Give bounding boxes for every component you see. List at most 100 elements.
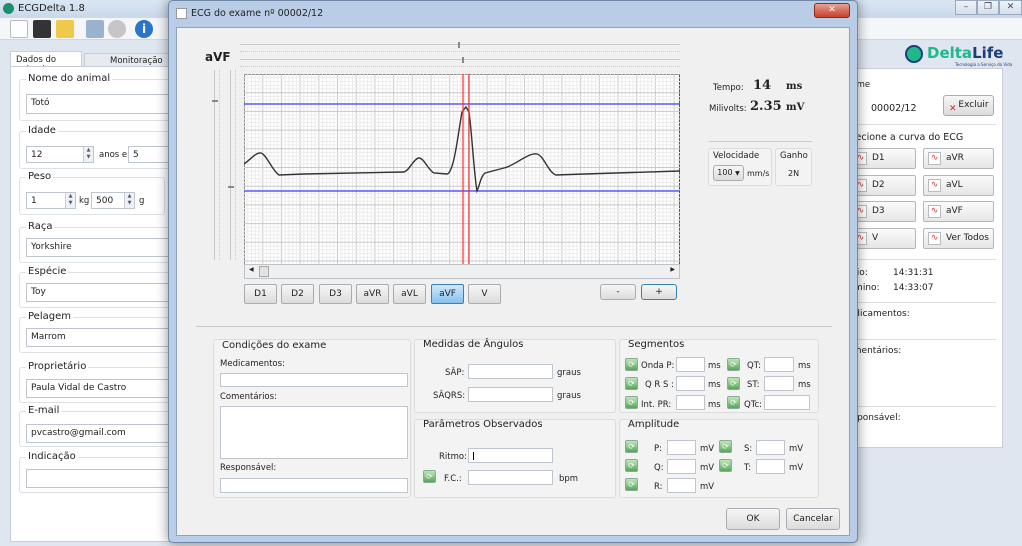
minimize-button[interactable]: –	[955, 0, 977, 15]
qt-input[interactable]	[764, 357, 794, 372]
open-folder-icon[interactable]	[56, 20, 74, 38]
saqrs-input[interactable]	[468, 387, 553, 402]
t-input[interactable]	[756, 459, 785, 474]
slider-handle[interactable]	[458, 42, 460, 48]
cancelar-button[interactable]: Cancelar	[786, 508, 840, 530]
vertical-offset-slider[interactable]	[228, 70, 236, 260]
refresh-icon[interactable]: ⟳	[423, 470, 436, 483]
refresh-icon[interactable]: ⟳	[625, 377, 638, 390]
spin-arrows-icon[interactable]: ▲ ▼	[124, 193, 134, 208]
horizontal-scale-slider[interactable]	[240, 57, 680, 67]
zoom-out-button[interactable]: -	[600, 284, 636, 300]
p-input[interactable]	[667, 440, 696, 455]
raca-input[interactable]: Yorkshire	[26, 238, 176, 257]
scroll-right-icon[interactable]: ▶	[670, 266, 675, 273]
scrollbar-thumb[interactable]	[259, 266, 269, 277]
refresh-icon[interactable]: ⟳	[625, 459, 638, 472]
proprietario-input[interactable]: Paula Vidal de Castro	[26, 379, 176, 398]
s-input[interactable]	[756, 440, 785, 455]
velocidade-select[interactable]: 100 ▼	[713, 165, 744, 181]
fc-input[interactable]	[468, 470, 553, 485]
zoom-in-button[interactable]: +	[641, 284, 677, 300]
spin-arrows-icon[interactable]: ▲ ▼	[65, 193, 75, 208]
spin-arrows-icon[interactable]: ▲ ▼	[83, 147, 93, 162]
slider-handle[interactable]	[462, 57, 464, 63]
q-input[interactable]	[667, 459, 696, 474]
curve-button-avr[interactable]: ∿ aVR	[923, 148, 994, 169]
info-icon[interactable]: i	[135, 20, 153, 38]
g-spinbox[interactable]: 500 ▲ ▼	[91, 192, 135, 209]
maximize-button[interactable]: ❐	[977, 0, 999, 15]
refresh-icon[interactable]: ⟳	[727, 377, 740, 390]
curve-button-d3[interactable]: ∿ D3	[849, 201, 916, 222]
curve-button-d2[interactable]: ∿ D2	[849, 174, 916, 196]
velocidade-value: 100	[717, 168, 733, 177]
indicacao-input[interactable]	[26, 469, 176, 488]
r-input[interactable]	[667, 478, 696, 493]
lead-button-d3[interactable]: D3	[319, 284, 352, 304]
responsavel-input[interactable]	[220, 478, 408, 493]
email-label: E-mail	[26, 405, 62, 416]
close-button[interactable]: ✕	[999, 0, 1022, 15]
r-label: R:	[654, 482, 663, 492]
email-input[interactable]: pvcastro@gmail.com	[26, 424, 176, 443]
refresh-icon[interactable]: ⟳	[727, 358, 740, 371]
idade-label: Idade	[26, 125, 58, 136]
curve-button-avf[interactable]: ∿ aVF	[923, 201, 994, 222]
curve-button-avl[interactable]: ∿ aVL	[923, 174, 994, 196]
qtc-input[interactable]	[764, 395, 810, 410]
curve-label: aVR	[946, 153, 964, 163]
curve-button-ver-todos[interactable]: ∿ Ver Todos	[923, 227, 994, 249]
report-icon[interactable]	[86, 20, 104, 38]
refresh-icon[interactable]: ⟳	[625, 440, 638, 453]
st-input[interactable]	[764, 376, 794, 391]
refresh-icon[interactable]: ⟳	[719, 459, 732, 472]
slider-handle[interactable]	[228, 186, 234, 188]
refresh-icon[interactable]: ⟳	[625, 358, 638, 371]
kg-spinbox[interactable]: 1 ▲ ▼	[26, 192, 76, 209]
excluir-button[interactable]: ✕ Excluir	[943, 95, 994, 116]
slider-handle[interactable]	[212, 100, 218, 102]
horizontal-offset-slider[interactable]	[240, 42, 680, 52]
dialog-close-button[interactable]: ✕	[814, 3, 850, 18]
curve-button-d1[interactable]: ∿ D1	[849, 148, 916, 169]
medicamentos-input[interactable]	[220, 373, 408, 387]
ritmo-input[interactable]	[468, 448, 553, 463]
refresh-icon[interactable]: ⟳	[625, 396, 638, 409]
scroll-left-icon[interactable]: ◀	[249, 266, 254, 273]
comentarios-textarea[interactable]	[220, 406, 408, 459]
vertical-gain-slider[interactable]	[212, 70, 220, 260]
onda-p-input[interactable]	[676, 357, 705, 372]
ok-button[interactable]: OK	[726, 508, 780, 530]
tab-monitoracao[interactable]: Monitoração	[84, 53, 174, 67]
tab-dados-do-animal[interactable]: Dados do animal	[10, 51, 82, 75]
ecg-wave-icon: ∿	[928, 178, 941, 192]
pelagem-input[interactable]: Marrom	[26, 328, 176, 347]
lead-button-v[interactable]: V	[468, 284, 501, 304]
sap-input[interactable]	[468, 364, 553, 379]
refresh-icon[interactable]: ⟳	[719, 440, 732, 453]
horizontal-scrollbar[interactable]: ◀ ▶	[244, 264, 680, 279]
especie-input[interactable]: Toy	[26, 283, 176, 302]
anos-spinbox[interactable]: 12 ▲ ▼	[26, 146, 94, 163]
ecg-dialog: ECG do exame nº 00002/12 ✕ aVF ◀ ▶ D1 D2 D…	[168, 0, 858, 543]
refresh-icon[interactable]: ⟳	[727, 396, 740, 409]
gear-icon[interactable]	[108, 20, 126, 38]
lead-button-d1[interactable]: D1	[244, 284, 277, 304]
segmentos-title: Segmentos	[628, 339, 685, 350]
curve-button-v[interactable]: ∿ V	[849, 227, 916, 249]
lead-button-avf[interactable]: aVF	[431, 284, 464, 304]
indicacao-label: Indicação	[26, 451, 78, 462]
new-file-icon[interactable]	[10, 20, 28, 38]
lead-button-avl[interactable]: aVL	[393, 284, 426, 304]
ecg-plot[interactable]	[244, 74, 680, 265]
saqrs-unit: graus	[557, 391, 581, 401]
lead-button-d2[interactable]: D2	[281, 284, 314, 304]
qrs-input[interactable]	[676, 376, 705, 391]
proprietario-label: Proprietário	[26, 361, 89, 372]
lead-button-avr[interactable]: aVR	[356, 284, 389, 304]
nome-input[interactable]: Totó	[26, 94, 176, 114]
int-pr-input[interactable]	[676, 395, 705, 410]
save-icon[interactable]	[33, 20, 51, 38]
refresh-icon[interactable]: ⟳	[625, 478, 638, 491]
